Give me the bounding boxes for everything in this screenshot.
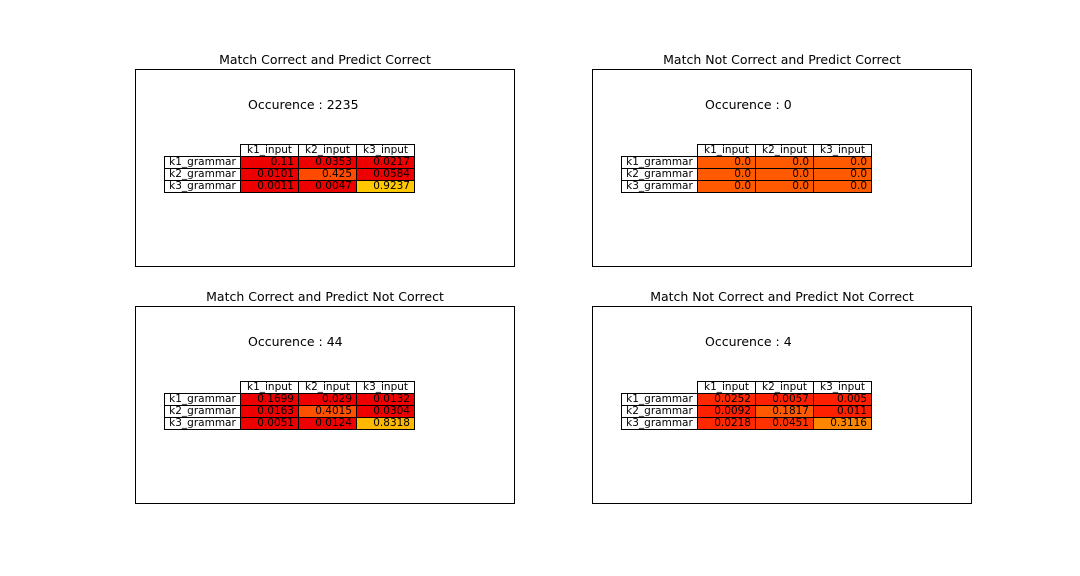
table-row: k3_grammar 0.0 0.0 0.0 bbox=[621, 180, 872, 193]
panel-frame bbox=[592, 306, 972, 504]
heatmap-cell: 0.9237 bbox=[356, 180, 415, 193]
panel-frame bbox=[592, 69, 972, 267]
panel-title: Match Correct and Predict Correct bbox=[219, 52, 431, 67]
occurrence-label: Occurence : 44 bbox=[248, 334, 343, 349]
heatmap-cell: 0.011 bbox=[813, 405, 872, 418]
heatmap-cell: 0.005 bbox=[813, 393, 872, 406]
heatmap-cell: 0.3116 bbox=[813, 417, 872, 430]
heatmap-cell: 0.0304 bbox=[356, 405, 415, 418]
row-header: k2_grammar bbox=[621, 405, 698, 418]
heatmap-cell: 0.0 bbox=[697, 156, 756, 169]
row-header: k1_grammar bbox=[164, 393, 241, 406]
row-header: k2_grammar bbox=[164, 405, 241, 418]
table-row: k2_grammar 0.0101 0.425 0.0584 bbox=[164, 168, 415, 181]
heatmap-cell: 0.0163 bbox=[240, 405, 299, 418]
heatmap-cell: 0.0011 bbox=[240, 180, 299, 193]
row-header: k2_grammar bbox=[164, 168, 241, 181]
column-header: k3_input bbox=[813, 381, 872, 394]
heatmap-cell: 0.1817 bbox=[755, 405, 814, 418]
heatmap-cell: 0.0 bbox=[755, 180, 814, 193]
heatmap-cell: 0.425 bbox=[298, 168, 357, 181]
column-header: k3_input bbox=[356, 144, 415, 157]
column-header: k3_input bbox=[813, 144, 872, 157]
heatmap-cell: 0.0353 bbox=[298, 156, 357, 169]
heatmap-table: k1_input k2_input k3_input k1_grammar 0.11 0.… bbox=[164, 144, 415, 193]
heatmap-table: k1_input k2_input k3_input k1_grammar 0.0 0.0… bbox=[621, 144, 872, 193]
corner-cell bbox=[622, 382, 698, 394]
heatmap-cell: 0.1699 bbox=[240, 393, 299, 406]
heatmap-cell: 0.0 bbox=[755, 156, 814, 169]
table-row: k2_grammar 0.0092 0.1817 0.011 bbox=[621, 405, 872, 418]
heatmap-cell: 0.0 bbox=[755, 168, 814, 181]
table-row: k1_grammar 0.0 0.0 0.0 bbox=[621, 156, 872, 169]
row-header: k3_grammar bbox=[164, 180, 241, 193]
heatmap-cell: 0.0 bbox=[697, 168, 756, 181]
corner-cell bbox=[165, 382, 241, 394]
table-row: k3_grammar 0.0011 0.0047 0.9237 bbox=[164, 180, 415, 193]
heatmap-cell: 0.0 bbox=[813, 156, 872, 169]
heatmap-cell: 0.0252 bbox=[697, 393, 756, 406]
heatmap-cell: 0.0 bbox=[813, 180, 872, 193]
heatmap-cell: 0.0451 bbox=[755, 417, 814, 430]
table-row: k3_grammar 0.0051 0.0124 0.8318 bbox=[164, 417, 415, 430]
row-header: k3_grammar bbox=[164, 417, 241, 430]
table-row: k1_grammar 0.11 0.0353 0.0217 bbox=[164, 156, 415, 169]
column-header: k2_input bbox=[755, 144, 814, 157]
heatmap-cell: 0.11 bbox=[240, 156, 299, 169]
table-row: k2_grammar 0.0 0.0 0.0 bbox=[621, 168, 872, 181]
heatmap-cell: 0.8318 bbox=[356, 417, 415, 430]
occurrence-label: Occurence : 0 bbox=[705, 97, 792, 112]
row-header: k1_grammar bbox=[621, 156, 698, 169]
heatmap-cell: 0.0217 bbox=[356, 156, 415, 169]
header-row: k1_input k2_input k3_input bbox=[165, 144, 415, 157]
heatmap-cell: 0.0124 bbox=[298, 417, 357, 430]
header-row: k1_input k2_input k3_input bbox=[622, 144, 872, 157]
heatmap-table: k1_input k2_input k3_input k1_grammar 0.0252… bbox=[621, 381, 872, 430]
column-header: k1_input bbox=[240, 381, 299, 394]
panel-frame bbox=[135, 306, 515, 504]
heatmap-cell: 0.0132 bbox=[356, 393, 415, 406]
occurrence-label: Occurence : 2235 bbox=[248, 97, 359, 112]
column-header: k1_input bbox=[697, 144, 756, 157]
column-header: k1_input bbox=[240, 144, 299, 157]
corner-cell bbox=[165, 145, 241, 157]
row-header: k1_grammar bbox=[621, 393, 698, 406]
occurrence-label: Occurence : 4 bbox=[705, 334, 792, 349]
heatmap-cell: 0.029 bbox=[298, 393, 357, 406]
column-header: k1_input bbox=[697, 381, 756, 394]
heatmap-cell: 0.0047 bbox=[298, 180, 357, 193]
table-row: k1_grammar 0.1699 0.029 0.0132 bbox=[164, 393, 415, 406]
table-row: k3_grammar 0.0218 0.0451 0.3116 bbox=[621, 417, 872, 430]
heatmap-cell: 0.4015 bbox=[298, 405, 357, 418]
row-header: k3_grammar bbox=[621, 180, 698, 193]
column-header: k3_input bbox=[356, 381, 415, 394]
panel-frame bbox=[135, 69, 515, 267]
heatmap-table: k1_input k2_input k3_input k1_grammar 0.1699… bbox=[164, 381, 415, 430]
header-row: k1_input k2_input k3_input bbox=[165, 381, 415, 394]
column-header: k2_input bbox=[755, 381, 814, 394]
heatmap-cell: 0.0051 bbox=[240, 417, 299, 430]
heatmap-cell: 0.0 bbox=[813, 168, 872, 181]
heatmap-cell: 0.0584 bbox=[356, 168, 415, 181]
row-header: k2_grammar bbox=[621, 168, 698, 181]
row-header: k3_grammar bbox=[621, 417, 698, 430]
heatmap-cell: 0.0057 bbox=[755, 393, 814, 406]
heatmap-cell: 0.0101 bbox=[240, 168, 299, 181]
panel-title: Match Not Correct and Predict Not Correc… bbox=[650, 289, 914, 304]
corner-cell bbox=[622, 145, 698, 157]
table-row: k2_grammar 0.0163 0.4015 0.0304 bbox=[164, 405, 415, 418]
heatmap-cell: 0.0 bbox=[697, 180, 756, 193]
row-header: k1_grammar bbox=[164, 156, 241, 169]
header-row: k1_input k2_input k3_input bbox=[622, 381, 872, 394]
heatmap-cell: 0.0092 bbox=[697, 405, 756, 418]
heatmap-cell: 0.0218 bbox=[697, 417, 756, 430]
panel-title: Match Correct and Predict Not Correct bbox=[206, 289, 444, 304]
panel-title: Match Not Correct and Predict Correct bbox=[663, 52, 901, 67]
column-header: k2_input bbox=[298, 381, 357, 394]
column-header: k2_input bbox=[298, 144, 357, 157]
table-row: k1_grammar 0.0252 0.0057 0.005 bbox=[621, 393, 872, 406]
